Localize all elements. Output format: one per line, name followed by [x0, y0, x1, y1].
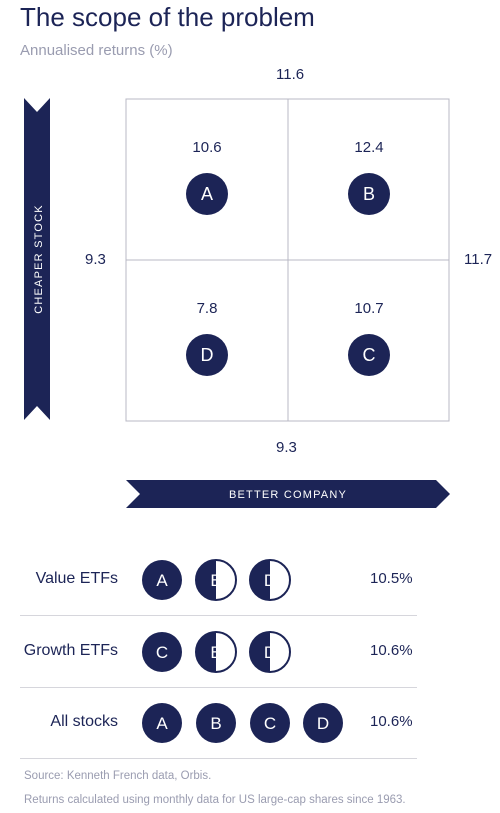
bottom-margin-value: 9.3: [276, 439, 297, 456]
circle-letter: C: [156, 643, 168, 662]
circle-letter: D: [264, 643, 276, 662]
top-margin-value: 11.6: [276, 66, 305, 83]
quadrant-circle: [186, 173, 228, 215]
circle-letter: A: [156, 571, 168, 590]
quadrant-b: 12.4 B: [348, 139, 390, 215]
circle-a-full: A: [142, 560, 182, 600]
method-note: Returns calculated using monthly data fo…: [24, 794, 406, 806]
row-circles: A B C D: [142, 703, 343, 743]
quadrant-letter: A: [201, 184, 213, 204]
circle-letter: C: [264, 714, 276, 733]
row-divider: [20, 615, 417, 616]
quadrant-letter: C: [363, 345, 376, 365]
circle-letter: B: [210, 714, 221, 733]
circle-letter: D: [317, 714, 329, 733]
circle-d-half: D: [249, 559, 291, 601]
circle-d-full: D: [303, 703, 343, 743]
quadrant-letter: B: [363, 184, 375, 204]
quadrant-a: 10.6 A: [186, 139, 228, 215]
circle-d-half: D: [249, 631, 291, 673]
cheaper-stock-label: CHEAPER STOCK: [33, 204, 45, 314]
circle-a-full: A: [142, 703, 182, 743]
quadrant-value: 12.4: [354, 139, 383, 156]
row-label: All stocks: [50, 713, 118, 730]
circle-letter: A: [156, 714, 168, 733]
quadrant-value: 10.6: [192, 139, 221, 156]
circle-letter: B: [210, 643, 221, 662]
quadrant-d: 7.8 D: [186, 300, 228, 376]
quadrant-circle: [348, 173, 390, 215]
circle-c-full: C: [250, 703, 290, 743]
better-company-label: BETTER COMPANY: [229, 489, 347, 501]
source-note: Source: Kenneth French data, Orbis.: [24, 770, 212, 782]
left-margin-value: 9.3: [85, 251, 106, 268]
chart-title: The scope of the problem: [20, 2, 315, 32]
row-return-value: 10.5%: [370, 570, 413, 587]
quadrant-circle: [186, 334, 228, 376]
circle-b-half: B: [195, 559, 237, 601]
circle-letter: D: [264, 571, 276, 590]
quadrant-circle: [348, 334, 390, 376]
chart-subtitle: Annualised returns (%): [20, 42, 173, 59]
row-divider: [20, 758, 417, 759]
row-label: Growth ETFs: [23, 642, 118, 659]
circle-c-full: C: [142, 632, 182, 672]
row-label: Value ETFs: [35, 570, 118, 587]
right-margin-value: 11.7: [464, 251, 493, 268]
circle-letter: B: [210, 571, 221, 590]
quadrant-letter: D: [201, 345, 214, 365]
circle-b-half: B: [195, 631, 237, 673]
quadrant-value: 7.8: [197, 300, 218, 317]
quadrant-chart: CHEAPER STOCK BETTER COMPANY 10.6 A 12.4 B 7…: [24, 98, 450, 508]
cheaper-stock-arrow: CHEAPER STOCK: [24, 98, 50, 420]
better-company-arrow: BETTER COMPANY: [126, 480, 450, 508]
row-return-value: 10.6%: [370, 642, 413, 659]
row-return-value: 10.6%: [370, 713, 413, 730]
quadrant-c: 10.7 C: [348, 300, 390, 376]
row-divider: [20, 687, 417, 688]
circle-b-full: B: [196, 703, 236, 743]
quadrant-value: 10.7: [354, 300, 383, 317]
